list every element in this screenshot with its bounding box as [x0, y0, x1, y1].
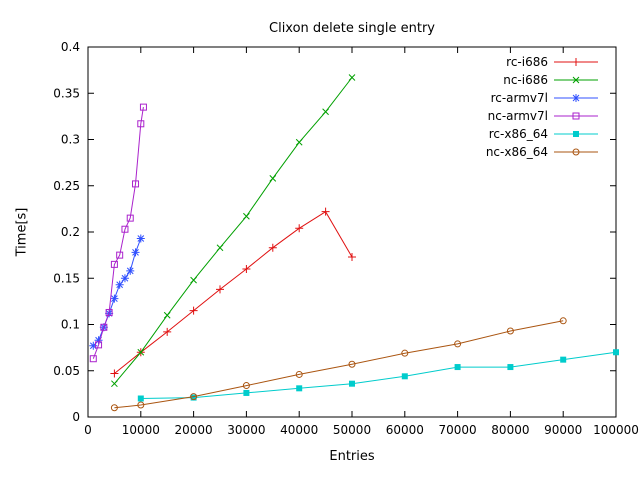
y-tick-label: 0.2 — [61, 225, 80, 239]
legend-label: nc-x86_64 — [486, 145, 548, 159]
series-nc-i686-points — [111, 74, 356, 388]
x-tick-label: 30000 — [227, 423, 265, 437]
x-tick-label: 10000 — [122, 423, 160, 437]
series-rc-armv7l-line — [92, 238, 142, 347]
y-tick-label: 0.05 — [53, 364, 80, 378]
series-nc-x86_64-line — [114, 320, 564, 409]
y-tick-label: 0.3 — [61, 133, 80, 147]
x-tick-label: 90000 — [544, 423, 582, 437]
x-tick-label: 60000 — [386, 423, 424, 437]
chart-title: Clixon delete single entry — [269, 21, 435, 36]
y-tick-label: 0 — [72, 410, 80, 424]
series-nc-armv7l-line — [92, 107, 144, 359]
x-tick-label: 20000 — [175, 423, 213, 437]
series-rc-x86_64-line — [140, 351, 617, 399]
legend-label: nc-i686 — [503, 73, 548, 87]
x-tick-label: 80000 — [491, 423, 529, 437]
series-rc-i686-points — [110, 207, 356, 378]
series-rc-i686-line — [114, 211, 353, 374]
y-tick-label: 0.25 — [53, 179, 80, 193]
x-axis-label: Entries — [329, 449, 375, 464]
legend-label: rc-x86_64 — [489, 127, 548, 141]
x-tick-label: 0 — [84, 423, 92, 437]
series-nc-x86_64-points — [110, 317, 567, 412]
legend-label: nc-armv7l — [488, 109, 548, 123]
legend-label: rc-i686 — [506, 55, 548, 69]
series-rc-x86_64-points — [137, 349, 619, 402]
y-tick-label: 0.4 — [61, 40, 80, 54]
axis-ticks — [87, 46, 617, 418]
y-tick-label: 0.15 — [53, 271, 80, 285]
y-tick-label: 0.1 — [61, 318, 80, 332]
x-tick-label: 40000 — [280, 423, 318, 437]
x-tick-label: 100000 — [593, 423, 639, 437]
legend: rc-i686 nc-i686 rc-armv7l nc-armv7l rc-x86_6… — [486, 55, 598, 159]
series-nc-i686-line — [114, 77, 353, 385]
y-tick-label: 0.35 — [53, 86, 80, 100]
legend-label: rc-armv7l — [491, 91, 548, 105]
x-tick-label: 70000 — [439, 423, 477, 437]
x-tick-label: 50000 — [333, 423, 371, 437]
series-nc-armv7l-points — [89, 103, 147, 363]
